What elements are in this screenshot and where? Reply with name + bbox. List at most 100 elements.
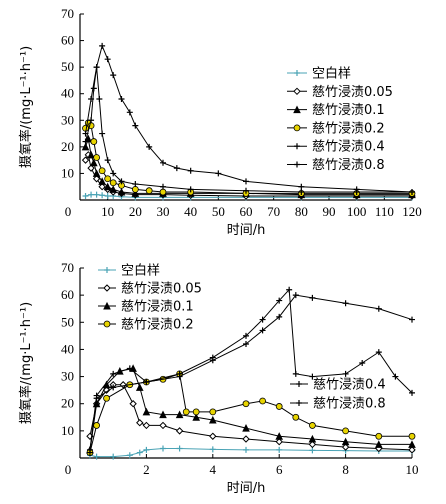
data-point xyxy=(341,443,350,451)
legend-marker xyxy=(294,143,300,150)
data-point xyxy=(93,64,100,71)
y-tick-label: 50 xyxy=(61,59,74,74)
legend-item: 慈竹浸渍0.4 xyxy=(290,378,386,393)
data-point xyxy=(292,413,300,421)
legend-item: 慈竹浸渍0.05 xyxy=(287,85,393,100)
y-tick-label: 40 xyxy=(61,341,74,356)
data-point xyxy=(104,56,111,63)
y-tick-label: 30 xyxy=(61,112,74,127)
data-point xyxy=(243,341,249,347)
legend-label: 空白样 xyxy=(312,66,351,82)
data-point xyxy=(118,178,125,185)
data-point xyxy=(408,446,416,454)
data-point xyxy=(132,122,139,129)
data-point xyxy=(98,183,106,191)
data-point xyxy=(342,300,349,307)
data-point xyxy=(292,370,299,377)
series-line xyxy=(89,373,412,453)
data-point xyxy=(88,191,95,198)
x-tick-label: 70 xyxy=(267,204,280,219)
data-point xyxy=(175,410,184,419)
data-point xyxy=(298,183,305,190)
data-point xyxy=(126,365,133,372)
series-2 xyxy=(86,364,416,454)
data-point xyxy=(276,446,283,453)
legend-marker xyxy=(293,124,301,132)
data-point xyxy=(259,327,266,334)
legend-item: 慈竹浸渍0.4 xyxy=(287,140,385,155)
data-point xyxy=(93,453,100,460)
data-point xyxy=(81,156,90,164)
data-point xyxy=(92,169,101,177)
x-tick-label: 2 xyxy=(143,462,150,477)
data-point xyxy=(308,422,316,429)
data-point xyxy=(409,316,415,323)
data-point xyxy=(104,157,111,164)
data-point xyxy=(341,437,350,446)
data-point xyxy=(129,400,137,408)
data-point xyxy=(104,193,111,200)
data-point xyxy=(409,189,415,196)
data-point xyxy=(353,186,360,193)
legend-label: 慈竹浸渍0.05 xyxy=(121,282,202,297)
data-point xyxy=(160,183,166,190)
data-point xyxy=(375,349,382,356)
bottom-chart: 10 20 30 40 50 60 70 0 2 4 6 8 10 时间/h 摄氧率/(mg·L⁻¹·h⁻¹… xyxy=(18,260,419,496)
series-line xyxy=(85,136,412,196)
data-point xyxy=(93,422,100,429)
legend-item: 空白样 xyxy=(98,263,160,279)
data-point xyxy=(159,410,167,419)
data-point xyxy=(187,167,194,174)
data-point xyxy=(342,370,349,377)
x-tick-label: 100 xyxy=(347,204,367,219)
legend-marker xyxy=(293,87,301,96)
data-point xyxy=(110,370,117,377)
y-axis-label: 摄氧率/(mg·L⁻¹·h⁻¹) xyxy=(18,302,34,424)
legend-marker xyxy=(293,105,301,114)
data-point xyxy=(109,179,117,187)
data-point xyxy=(87,164,95,172)
legend-marker xyxy=(296,400,302,406)
legend-marker xyxy=(294,161,300,168)
legend-label: 慈竹浸渍0.05 xyxy=(312,85,393,100)
data-point xyxy=(242,435,250,443)
data-point xyxy=(136,419,144,427)
data-point xyxy=(409,389,415,396)
y-tick-label: 20 xyxy=(61,139,74,154)
data-point xyxy=(103,182,112,191)
legend-label: 慈竹浸渍0.1 xyxy=(121,300,194,315)
data-point xyxy=(173,165,180,172)
data-point xyxy=(209,408,217,416)
data-point xyxy=(109,185,118,193)
data-point xyxy=(259,397,267,405)
legend-label: 慈竹浸渍0.8 xyxy=(313,397,386,412)
data-point xyxy=(82,193,89,200)
data-point xyxy=(275,438,283,446)
x-axis-label: 时间/h xyxy=(227,481,266,496)
legend-label: 慈竹浸渍0.4 xyxy=(313,378,386,393)
data-point xyxy=(159,188,167,196)
data-point xyxy=(309,447,316,454)
data-point xyxy=(136,449,143,456)
data-point xyxy=(187,186,194,193)
data-point xyxy=(110,384,117,391)
legend-label: 慈竹浸渍0.2 xyxy=(312,121,385,136)
data-point xyxy=(309,373,316,380)
data-point xyxy=(82,138,89,145)
x-tick-label: 6 xyxy=(276,462,283,477)
data-point xyxy=(159,421,167,430)
legend-item: 慈竹浸渍0.1 xyxy=(98,300,194,315)
data-point xyxy=(408,432,416,440)
data-point xyxy=(103,394,110,402)
data-point xyxy=(408,440,416,448)
data-point xyxy=(243,178,249,185)
data-point xyxy=(126,109,133,116)
data-point xyxy=(99,130,106,137)
data-point xyxy=(242,424,250,432)
series-3 xyxy=(86,370,416,456)
y-axis-label: 摄氧率/(mg·L⁻¹·h⁻¹) xyxy=(18,46,34,168)
data-point xyxy=(90,158,98,167)
data-point xyxy=(298,189,305,196)
data-point xyxy=(276,313,283,320)
series-line xyxy=(89,384,413,451)
